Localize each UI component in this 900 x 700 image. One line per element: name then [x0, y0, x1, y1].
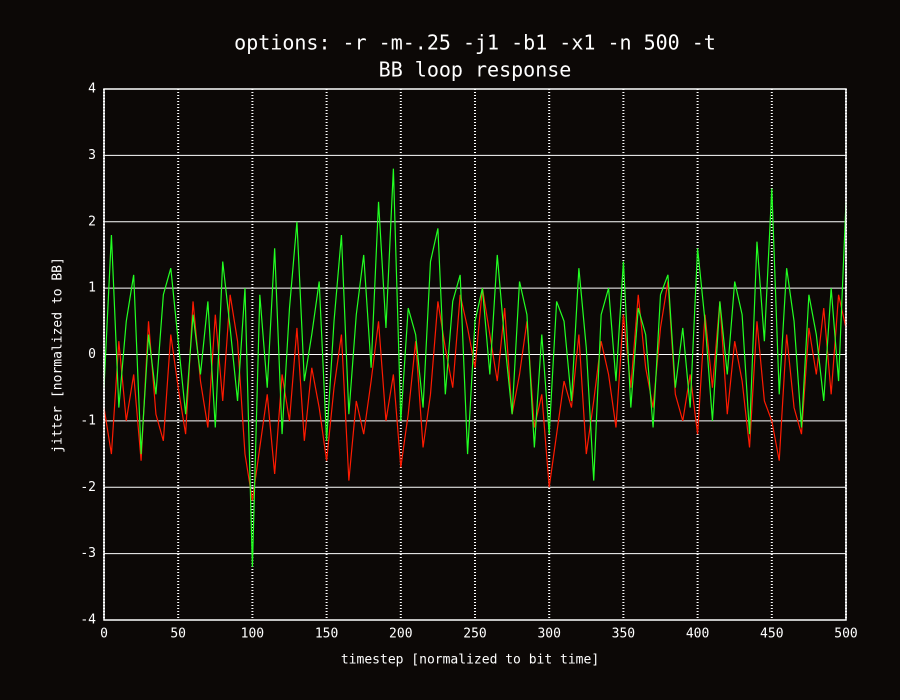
y-tick-label: 1: [88, 281, 96, 296]
y-tick-label: -1: [80, 413, 96, 428]
x-tick-label: 250: [463, 627, 486, 642]
x-tick-label: 100: [241, 627, 264, 642]
x-tick-label: 150: [315, 627, 338, 642]
y-tick-label: -2: [80, 480, 96, 495]
x-axis-label: timestep [normalized to bit time]: [341, 653, 599, 668]
x-tick-label: 500: [834, 627, 857, 642]
x-tick-label: 0: [100, 627, 108, 642]
y-axis-label: jitter [normalized to BB]: [51, 257, 66, 453]
y-tick-label: -3: [80, 546, 96, 561]
x-tick-label: 450: [760, 627, 783, 642]
x-tick-label: 350: [612, 627, 635, 642]
x-tick-label: 300: [537, 627, 560, 642]
y-tick-label: -4: [80, 613, 96, 628]
chart-title: options: -r -m-.25 -j1 -b1 -x1 -n 500 -t: [234, 31, 716, 55]
y-tick-label: 2: [88, 214, 96, 229]
y-tick-label: 0: [88, 347, 96, 362]
x-tick-label: 50: [170, 627, 186, 642]
x-tick-label: 400: [686, 627, 709, 642]
plot-frame: [103, 88, 847, 621]
data-line: [103, 168, 847, 567]
x-tick-label: 200: [389, 627, 412, 642]
data-line: [103, 281, 847, 501]
y-tick-label: 4: [88, 82, 96, 97]
y-tick-label: 3: [88, 148, 96, 163]
chart-subtitle: BB loop response: [379, 58, 572, 82]
